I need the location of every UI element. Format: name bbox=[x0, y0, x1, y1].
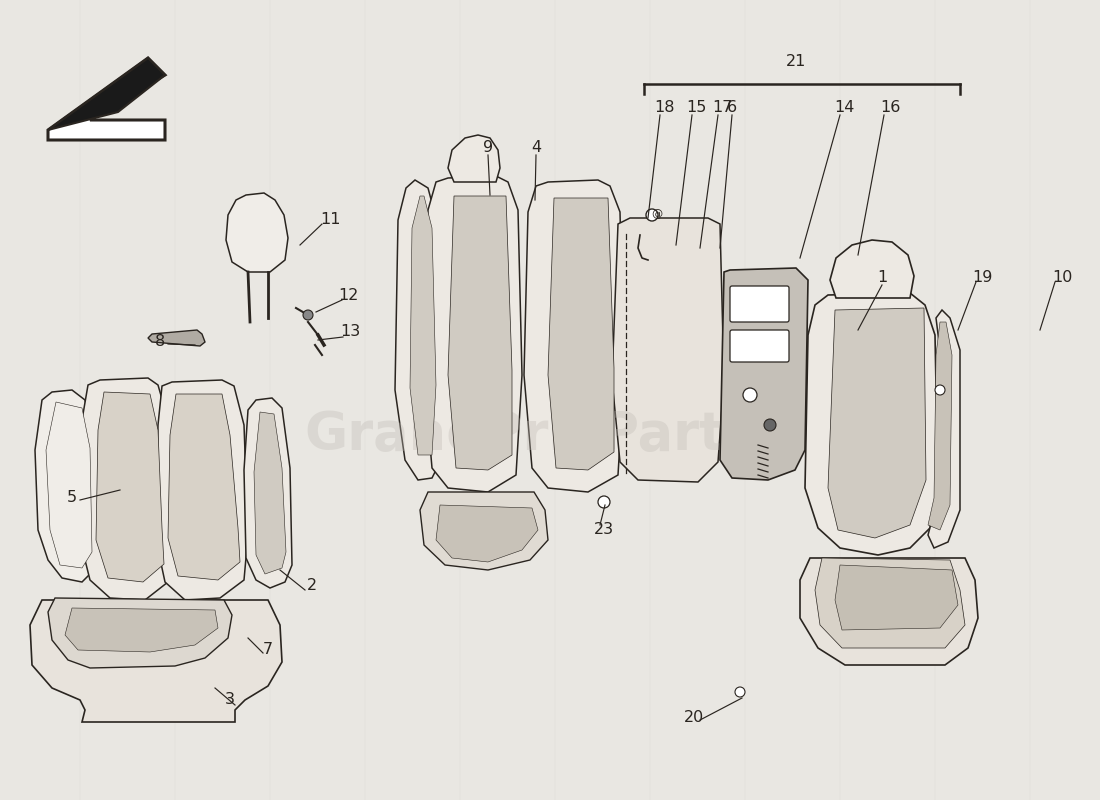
Text: 13: 13 bbox=[340, 325, 360, 339]
Polygon shape bbox=[928, 322, 952, 530]
Polygon shape bbox=[828, 308, 926, 538]
Polygon shape bbox=[420, 492, 548, 570]
Circle shape bbox=[935, 385, 945, 395]
Polygon shape bbox=[800, 558, 978, 665]
Polygon shape bbox=[80, 378, 172, 600]
Polygon shape bbox=[35, 390, 98, 582]
Polygon shape bbox=[720, 268, 808, 480]
Polygon shape bbox=[244, 398, 292, 588]
Text: 18: 18 bbox=[653, 101, 674, 115]
Polygon shape bbox=[928, 310, 960, 548]
Text: 4: 4 bbox=[531, 141, 541, 155]
Polygon shape bbox=[524, 180, 624, 492]
Text: 21: 21 bbox=[785, 54, 806, 70]
Polygon shape bbox=[48, 58, 165, 130]
Polygon shape bbox=[226, 193, 288, 272]
Text: 20: 20 bbox=[684, 710, 704, 726]
Polygon shape bbox=[830, 240, 914, 298]
Polygon shape bbox=[448, 196, 512, 470]
Text: 2: 2 bbox=[307, 578, 317, 593]
Polygon shape bbox=[254, 412, 286, 574]
Polygon shape bbox=[395, 180, 440, 480]
Polygon shape bbox=[46, 402, 92, 568]
Polygon shape bbox=[96, 392, 164, 582]
Polygon shape bbox=[48, 58, 165, 140]
Text: 10: 10 bbox=[1052, 270, 1072, 286]
Polygon shape bbox=[424, 176, 522, 492]
Text: 1: 1 bbox=[877, 270, 887, 286]
Text: 6: 6 bbox=[727, 101, 737, 115]
Polygon shape bbox=[148, 330, 205, 346]
Text: @: @ bbox=[651, 209, 662, 219]
Circle shape bbox=[735, 687, 745, 697]
Polygon shape bbox=[815, 558, 965, 648]
Text: 11: 11 bbox=[320, 213, 340, 227]
Text: 17: 17 bbox=[712, 101, 733, 115]
Polygon shape bbox=[612, 218, 724, 482]
Polygon shape bbox=[436, 505, 538, 562]
Text: 14: 14 bbox=[834, 101, 855, 115]
Circle shape bbox=[598, 496, 611, 508]
Text: 3: 3 bbox=[226, 693, 235, 707]
Text: 8: 8 bbox=[155, 334, 165, 350]
Polygon shape bbox=[448, 135, 501, 182]
Text: 19: 19 bbox=[971, 270, 992, 286]
Polygon shape bbox=[835, 565, 958, 630]
Text: 12: 12 bbox=[338, 289, 359, 303]
Circle shape bbox=[764, 419, 776, 431]
Polygon shape bbox=[156, 380, 248, 600]
Polygon shape bbox=[168, 394, 240, 580]
FancyBboxPatch shape bbox=[730, 330, 789, 362]
Polygon shape bbox=[65, 608, 218, 652]
Circle shape bbox=[302, 310, 313, 320]
Text: 5: 5 bbox=[67, 490, 77, 506]
Circle shape bbox=[646, 209, 658, 221]
Text: 23: 23 bbox=[594, 522, 614, 538]
Circle shape bbox=[742, 388, 757, 402]
Text: 15: 15 bbox=[685, 101, 706, 115]
Polygon shape bbox=[548, 198, 614, 470]
Polygon shape bbox=[48, 598, 232, 668]
FancyBboxPatch shape bbox=[730, 286, 789, 322]
Text: 9: 9 bbox=[483, 141, 493, 155]
Polygon shape bbox=[805, 293, 938, 555]
Polygon shape bbox=[30, 600, 282, 722]
Text: 16: 16 bbox=[880, 101, 900, 115]
Text: 7: 7 bbox=[263, 642, 273, 658]
Text: GrandPrixParts: GrandPrixParts bbox=[305, 409, 756, 461]
Polygon shape bbox=[410, 196, 436, 455]
